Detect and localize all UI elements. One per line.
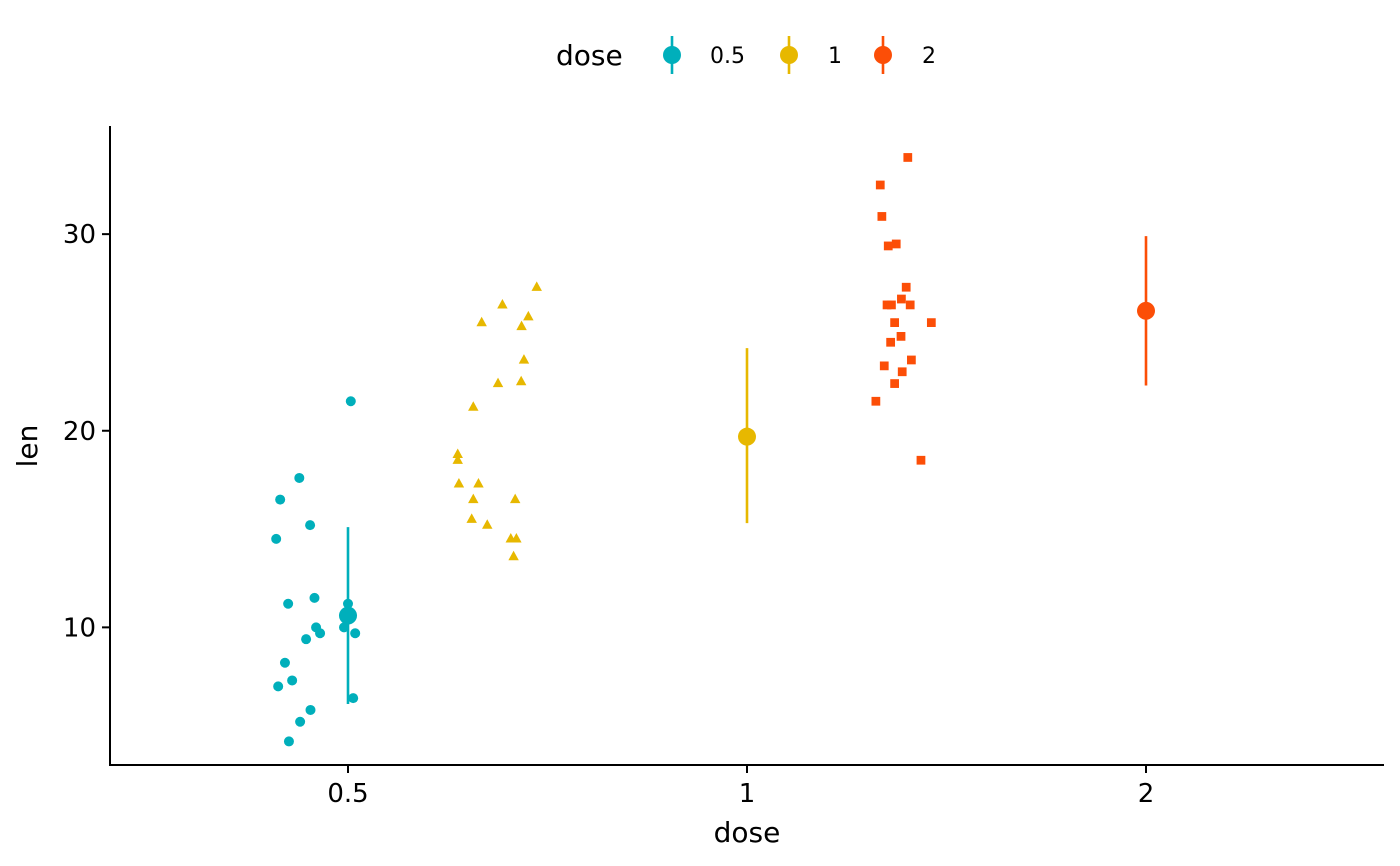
x-tick-label: 1 [739,779,756,809]
data-point [505,533,517,543]
data-point [339,622,350,633]
data-point [305,520,316,531]
data-point [287,675,298,686]
y-ticks: 10 20 30 [63,220,110,643]
data-point [905,300,915,310]
data-point [509,493,521,504]
data-point [508,550,519,561]
legend-key-point [874,46,892,64]
data-point [883,241,893,251]
data-point [891,239,901,249]
legend-title: dose [556,39,623,72]
x-ticks: 0.5 1 2 [327,765,1154,809]
mean-point [1137,301,1155,320]
data-point [271,533,282,544]
data-point [311,622,322,633]
legend: dose 0.5 1 2 [556,36,936,74]
data-point [273,681,284,692]
data-point [492,377,504,388]
data-point [294,472,305,483]
data-point [452,454,463,464]
data-point [916,455,926,465]
data-point [897,367,907,377]
data-point [887,300,896,310]
data-point [345,396,356,407]
legend-key-point [780,46,798,64]
data-point [877,212,887,221]
mean-point [738,427,756,446]
data-point [283,736,294,747]
data-point [305,704,316,715]
data-point [452,448,463,458]
x-tick-label: 2 [1138,779,1155,809]
data-point [882,300,892,310]
y-tick-label: 10 [63,613,96,643]
data-point [896,332,906,341]
x-tick-label: 0.5 [327,779,368,809]
mean-point [339,606,357,625]
data-point [473,477,484,488]
y-axis-title: len [11,425,44,468]
data-point [476,316,487,327]
data-point [295,716,306,727]
x-axis-title: dose [714,816,781,849]
data-point [875,180,885,190]
data-point [343,598,353,609]
data-point [482,519,493,529]
data-point [515,375,527,386]
data-point [453,477,465,488]
data-point [279,657,290,668]
data-point [886,337,896,347]
data-point [348,693,359,704]
legend-entry: 0.5 [663,36,745,74]
data-point [901,282,911,292]
legend-entry: 2 [874,36,936,74]
legend-key-point [663,46,681,64]
y-tick-label: 30 [63,220,96,250]
data-point [350,628,361,639]
data-point [468,493,479,504]
legend-entry: 1 [780,36,842,74]
data-point [466,513,477,523]
legend-label: 2 [922,44,936,69]
data-point [531,281,542,291]
data-point [903,153,913,162]
plot-area [271,153,1155,747]
data-point [301,634,312,645]
data-point [871,396,881,406]
data-point [879,361,889,371]
y-tick-label: 20 [63,417,96,447]
data-point [897,294,906,304]
data-point [275,494,286,505]
data-point [516,320,527,331]
data-point [283,598,294,609]
data-point [907,355,916,365]
data-point [890,379,900,388]
legend-label: 1 [828,44,842,69]
data-point [523,310,534,321]
data-point [890,318,900,327]
data-point [497,299,508,309]
legend-label: 0.5 [710,44,745,69]
data-point [926,318,936,327]
data-point [518,354,530,364]
data-point [468,401,479,411]
data-point [309,592,320,603]
